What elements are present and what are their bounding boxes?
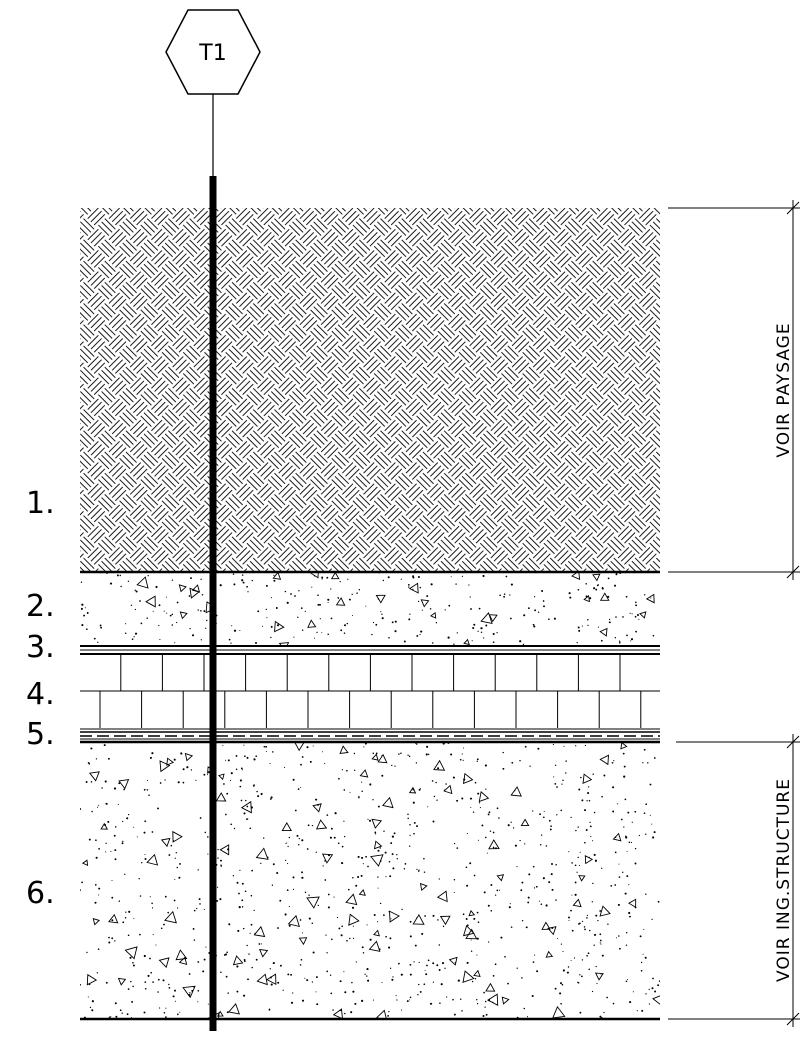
layer-5-waterproofing xyxy=(80,728,660,744)
section-tag: T1 xyxy=(165,9,261,176)
dimension-upper-label: VOIR PAYSAGE xyxy=(774,322,794,457)
dimension-lower xyxy=(668,734,800,1027)
layer-label-6: 6. xyxy=(26,876,55,911)
layer-1-hatch xyxy=(80,208,660,572)
layer-4-insulation xyxy=(80,655,660,728)
layer-label-3: 3. xyxy=(26,630,55,665)
layer-label-2: 2. xyxy=(26,589,55,624)
layer-label-5: 5. xyxy=(26,717,55,752)
section-tag-label: T1 xyxy=(198,41,226,66)
layer-label-1: 1. xyxy=(26,486,55,521)
layer-3-membrane xyxy=(80,645,660,655)
layer-label-4: 4. xyxy=(26,677,55,712)
dimension-upper xyxy=(668,200,800,580)
layer-boundaries xyxy=(80,570,660,1021)
layer-6-concrete xyxy=(80,742,660,1019)
layer-2-aggregate xyxy=(80,572,655,646)
dimension-lower-label: VOIR ING.STRUCTURE xyxy=(774,778,794,982)
section-rod xyxy=(209,176,217,1031)
layer-labels: 1. 2. 3. 4. 5. 6. xyxy=(26,486,55,911)
